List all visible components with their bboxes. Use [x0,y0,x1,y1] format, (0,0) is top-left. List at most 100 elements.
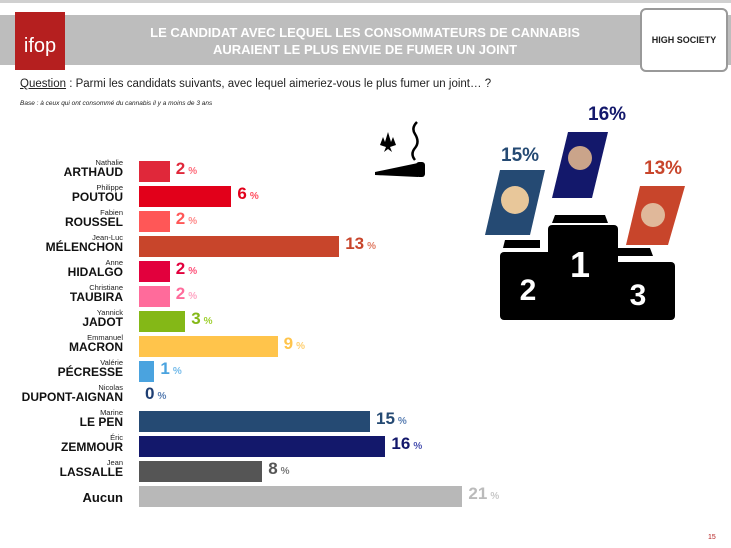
candidate-last-name: DUPONT-AIGNAN [21,390,123,404]
chart-row: Valérie PÉCRESSE 1% [0,358,731,383]
candidate-last-name: LASSALLE [59,465,123,479]
candidate-last-name: ROUSSEL [64,215,123,229]
header-band [0,15,731,65]
value-number: 1 [160,359,170,378]
value-unit: % [188,216,198,227]
bar [139,161,170,182]
candidate-last-name: MACRON [69,340,123,354]
bar-value-label: 15% [376,409,407,429]
chart-row: Anne HIDALGO 2% [0,258,731,283]
podium-second-pct: 15% [501,145,540,166]
joint-icon [375,121,425,177]
candidate-last-name: HIDALGO [67,265,123,279]
chart-row: Éric ZEMMOUR 16% [0,433,731,458]
value-unit: % [188,166,198,177]
value-unit: % [188,291,198,302]
title-line-1: LE CANDIDAT AVEC LEQUEL LES CONSOMMATEUR… [150,25,580,40]
candidate-first-name: Yannick [96,308,123,317]
value-unit: % [397,416,407,427]
bar [139,461,263,482]
value-unit: % [203,316,213,327]
chart-row: Jean LASSALLE 8% [0,458,731,483]
chart-row: Fabien ROUSSEL 2% [0,208,731,233]
ifop-logo-text: ifop [23,35,57,57]
value-number: 2 [175,209,186,228]
podium-graphic: 1 2 3 [485,132,685,320]
candidate-last-name: POUTOU [71,190,123,204]
candidate-last-name: PÉCRESSE [57,365,123,379]
value-number: 2 [175,159,186,178]
candidate-first-name: Fabien [100,208,123,217]
candidate-first-name: Philippe [96,183,123,192]
bar-value-label: 16% [391,434,422,454]
rank-2: 2 [520,274,537,307]
podium-third-pct: 13% [644,158,683,179]
partner-logo-text: HIGH SOCIETY [651,35,717,45]
chart-row: Jean-Luc MÉLENCHON 13% [0,233,731,258]
chart-row: Nicolas DUPONT-AIGNAN 0% [0,383,731,408]
rank-3: 3 [630,279,647,312]
value-number: 13 [345,234,365,253]
value-number: 15 [376,409,395,428]
bar-value-label: 1% [160,359,181,379]
candidate-first-name: Marine [100,408,123,417]
candidate-first-name: Anne [105,258,123,267]
bar-value-label: 13% [345,234,376,254]
value-unit: % [188,266,198,277]
candidate-last-name: LE PEN [79,415,123,429]
bar-value-label: 2% [176,259,197,279]
value-number: 9 [283,334,294,353]
bar [139,211,170,232]
value-unit: % [280,466,290,477]
candidate-last-name: ARTHAUD [63,165,123,179]
bar-value-label: 9% [284,334,305,354]
value-unit: % [157,391,167,402]
candidate-first-name: Éric [110,433,123,442]
top-rule [0,0,731,3]
candidate-last-name: ZEMMOUR [61,440,123,454]
bar [139,311,186,332]
bar [139,186,232,207]
high-society-logo: HIGH SOCIETY [640,8,728,72]
candidate-last-name: MÉLENCHON [45,240,123,254]
question-label: Question [20,78,67,90]
value-number: 2 [175,284,186,303]
bar [139,411,370,432]
bar-value-label: 21% [468,484,499,504]
bar [139,436,386,457]
page-title: LE CANDIDAT AVEC LEQUEL LES CONSOMMATEUR… [130,24,600,58]
value-unit: % [172,366,182,377]
page-number: 15 [708,534,716,541]
value-unit: % [296,341,305,352]
candidate-first-name: Jean [106,458,123,467]
bar-value-label: 6% [237,184,258,204]
candidate-last-name: JADOT [82,315,123,329]
candidate-first-name: Jean-Luc [92,233,123,242]
bar-value-label: 2% [176,209,197,229]
bar [139,486,463,507]
bar [139,336,278,357]
candidate-first-name: Christiane [89,283,123,292]
bar-value-label: 2% [176,159,197,179]
candidate-last-name: Aucun [82,490,123,505]
candidate-first-name: Valérie [100,358,123,367]
bar [139,261,170,282]
bar-value-label: 3% [191,309,212,329]
value-number: 21 [468,484,488,503]
candidate-first-name: Nathalie [95,158,123,167]
base-note: Base : à ceux qui ont consommé du cannab… [20,100,213,107]
value-number: 3 [191,309,201,328]
value-number: 0 [145,384,155,403]
value-unit: % [249,191,259,202]
value-unit: % [367,241,377,252]
candidate-last-name: TAUBIRA [69,290,123,304]
chart-row: Philippe POUTOU 6% [0,183,731,208]
rank-1: 1 [570,244,590,285]
bar [139,361,155,382]
chart-row: Aucun 21% [0,483,731,508]
bar-value-label: 0% [145,384,166,404]
value-unit: % [413,441,423,452]
question-text: : Parmi les candidats suivants, avec leq… [66,78,492,90]
chart-row: Emmanuel MACRON 9% [0,333,731,358]
bar [139,286,170,307]
